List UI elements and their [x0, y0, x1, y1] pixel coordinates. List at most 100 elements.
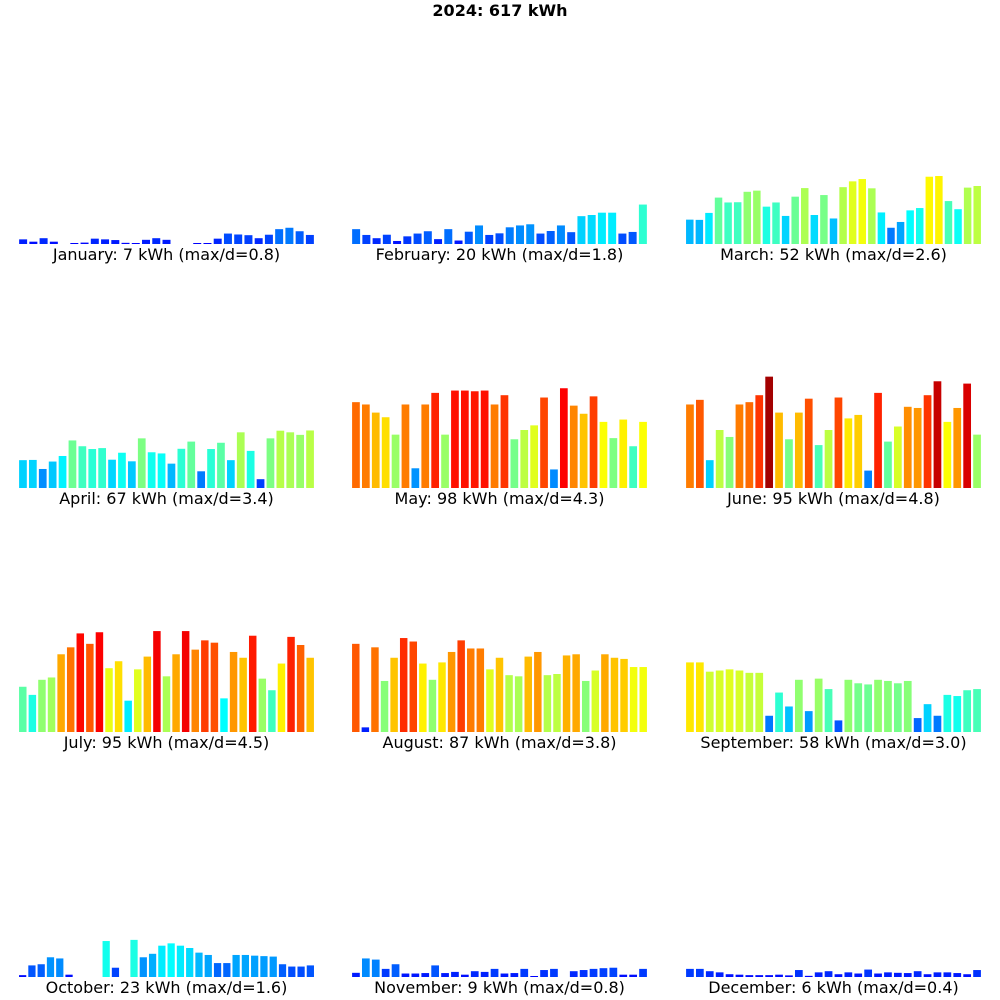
bar-january-day-29: [305, 234, 314, 244]
bar-june-day-20: [874, 392, 882, 488]
bar-december-day-22: [893, 972, 902, 977]
bar-april-day-11: [118, 452, 126, 488]
bar-may-day-4: [381, 417, 390, 488]
bar-august-day-29: [620, 658, 628, 732]
bar-march-day-5: [724, 202, 732, 244]
bar-august-day-6: [399, 638, 408, 732]
bar-may-day-10: [441, 434, 449, 488]
bar-june-day-12: [794, 412, 803, 488]
bar-october-day-21: [204, 954, 212, 977]
bar-december-day-30: [973, 970, 981, 977]
bar-march-day-19: [858, 179, 866, 244]
bar-february-day-5: [393, 240, 402, 244]
bar-october-day-2: [28, 965, 36, 977]
bar-june-day-5: [725, 436, 734, 488]
bar-november-day-15: [490, 968, 499, 977]
bar-november-day-14: [480, 971, 489, 977]
bar-january-day-7: [80, 242, 89, 244]
bar-august-day-31: [639, 667, 647, 732]
bar-june-day-30: [973, 434, 981, 488]
bar-june-day-4: [715, 430, 724, 488]
bar-april-day-14: [147, 452, 156, 488]
bar-february-day-14: [485, 234, 494, 244]
bar-november-day-16: [500, 973, 509, 977]
bar-january-day-21: [223, 233, 232, 244]
bar-january-day-14: [152, 238, 161, 244]
bar-march-day-14: [810, 215, 819, 244]
panel-january: January: 7 kWh (max/d=0.8): [19, 227, 314, 264]
bar-august-day-13: [467, 648, 475, 732]
bar-january-day-19: [203, 243, 212, 244]
bar-september-day-27: [943, 694, 952, 732]
bar-june-day-16: [834, 397, 843, 488]
bar-september-day-8: [755, 672, 764, 732]
bar-january-day-24: [254, 238, 263, 244]
bar-january-day-18: [193, 243, 202, 244]
bar-november-day-5: [391, 964, 400, 977]
bar-october-day-4: [46, 957, 55, 977]
bar-march-day-22: [887, 227, 895, 244]
bar-august-day-10: [438, 662, 446, 732]
bar-november-day-2: [361, 958, 370, 977]
bar-may-day-21: [550, 469, 558, 488]
bar-september-day-6: [735, 670, 744, 732]
bar-july-day-6: [66, 647, 75, 732]
bar-december-day-16: [834, 974, 843, 977]
panels-group: January: 7 kWh (max/d=0.8) February: 20 k…: [19, 176, 981, 997]
bar-february-day-9: [434, 239, 443, 244]
bar-november-day-18: [520, 968, 529, 977]
bar-november-day-28: [619, 974, 628, 977]
bar-february-day-28: [628, 231, 637, 244]
bar-december-day-10: [775, 974, 783, 977]
bar-february-day-13: [475, 225, 484, 244]
bar-april-day-10: [108, 459, 116, 488]
bar-may-day-7: [411, 468, 420, 488]
bar-april-day-22: [226, 460, 235, 488]
bar-november-day-27: [609, 967, 618, 977]
bar-july-day-17: [172, 654, 180, 732]
panel-october: October: 23 kWh (max/d=1.6): [19, 939, 314, 997]
bar-november-day-23: [569, 971, 578, 977]
panel-label-november: November: 9 kWh (max/d=0.8): [374, 978, 625, 997]
bar-may-day-29: [629, 446, 638, 488]
bar-march-day-30: [963, 187, 972, 244]
bar-march-day-8: [753, 190, 761, 244]
bar-may-day-8: [421, 404, 430, 488]
panel-december: December: 6 kWh (max/d=0.4): [686, 968, 981, 997]
bar-april-day-24: [246, 450, 255, 488]
bar-september-day-20: [874, 679, 882, 732]
bar-february-day-11: [454, 240, 463, 244]
bar-march-day-7: [743, 191, 752, 244]
bar-december-day-27: [943, 972, 952, 977]
bar-february-day-26: [608, 212, 617, 244]
bar-november-day-29: [629, 974, 638, 977]
bar-august-day-16: [495, 657, 504, 732]
bar-april-day-5: [58, 455, 67, 488]
bar-june-day-3: [705, 460, 714, 488]
bar-june-day-13: [804, 398, 813, 488]
bar-june-day-6: [735, 404, 744, 488]
bar-september-day-13: [804, 711, 813, 732]
bar-august-day-24: [572, 654, 580, 732]
bar-november-day-24: [579, 970, 588, 977]
panel-september: September: 58 kWh (max/d=3.0): [686, 662, 981, 752]
bar-august-day-22: [553, 674, 561, 732]
bar-october-day-26: [251, 955, 259, 977]
bar-january-day-13: [142, 239, 151, 244]
bar-april-day-29: [296, 434, 305, 488]
bar-february-day-23: [577, 216, 586, 244]
bar-august-day-19: [524, 656, 532, 732]
bar-september-day-24: [913, 718, 922, 732]
bar-november-day-10: [441, 973, 449, 977]
bar-june-day-25: [923, 395, 932, 488]
bar-july-day-29: [287, 636, 295, 732]
bar-june-day-23: [903, 406, 912, 488]
bar-june-day-26: [933, 381, 942, 488]
bar-september-day-25: [923, 704, 932, 732]
bar-august-day-20: [534, 651, 542, 732]
bar-march-day-20: [868, 188, 876, 244]
bar-february-day-15: [495, 233, 504, 244]
bar-february-day-10: [444, 229, 453, 244]
bar-february-day-19: [536, 233, 545, 244]
bar-april-day-6: [68, 440, 77, 488]
